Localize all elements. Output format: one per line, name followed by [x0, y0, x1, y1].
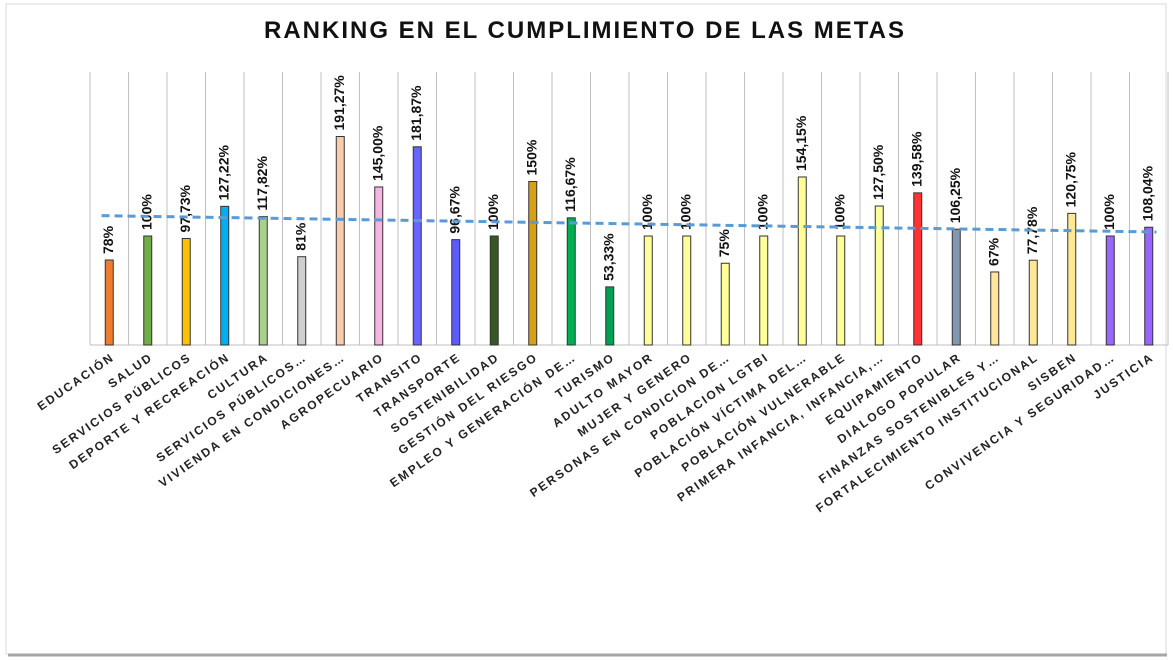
value-label: 100% — [831, 194, 847, 230]
value-label: 96,67% — [446, 186, 462, 234]
bar — [874, 205, 884, 346]
bar — [1028, 259, 1038, 346]
bar — [104, 259, 114, 346]
value-label: 75% — [716, 229, 732, 258]
value-label: 78% — [100, 225, 116, 254]
value-label: 100% — [1101, 194, 1117, 230]
bar — [951, 228, 961, 346]
value-label: 139,58% — [908, 131, 924, 187]
value-label: 106,25% — [947, 167, 963, 223]
value-label: 181,87% — [408, 85, 424, 141]
value-label: 108,04% — [1139, 165, 1155, 221]
value-label: 100% — [485, 194, 501, 230]
chart-frame — [5, 3, 1167, 655]
bar — [258, 216, 268, 346]
value-label: 100% — [138, 194, 154, 230]
value-label: 81% — [292, 222, 308, 251]
value-label: 97,73% — [177, 184, 193, 232]
bar — [335, 136, 345, 346]
value-label: 67% — [985, 237, 1001, 266]
bar — [489, 235, 499, 346]
bar — [605, 286, 615, 346]
value-label: 154,15% — [793, 115, 809, 171]
bar — [566, 217, 576, 346]
value-label: 53,33% — [600, 233, 616, 281]
value-label: 120,75% — [1062, 152, 1078, 208]
bar — [528, 181, 538, 346]
trendline — [101, 214, 1157, 234]
bar — [990, 271, 1000, 346]
bar — [836, 235, 846, 346]
value-label: 100% — [639, 194, 655, 230]
bar — [374, 186, 384, 346]
bar — [643, 235, 653, 346]
bar — [797, 176, 807, 346]
bar — [297, 256, 307, 346]
value-label: 127,22% — [215, 145, 231, 201]
value-label: 116,67% — [562, 157, 578, 212]
bar — [1067, 212, 1077, 346]
value-label: 100% — [754, 194, 770, 230]
bar — [759, 235, 769, 346]
value-label: 150% — [523, 139, 539, 175]
bar — [412, 146, 422, 346]
bar — [220, 205, 230, 346]
bar — [143, 235, 153, 346]
value-label: 145,00% — [369, 125, 385, 181]
value-label: 127,50% — [870, 144, 886, 200]
bar — [1105, 235, 1115, 346]
bar — [913, 192, 923, 346]
bar — [181, 237, 191, 346]
bar — [682, 235, 692, 346]
value-label: 117,82% — [254, 156, 270, 211]
bar — [451, 239, 461, 346]
value-label: 100% — [677, 194, 693, 230]
chart-title: RANKING EN EL CUMPLIMIENTO DE LAS METAS — [264, 17, 906, 44]
bar — [720, 262, 730, 346]
bar — [1144, 226, 1154, 346]
value-label: 191,27% — [331, 75, 347, 131]
